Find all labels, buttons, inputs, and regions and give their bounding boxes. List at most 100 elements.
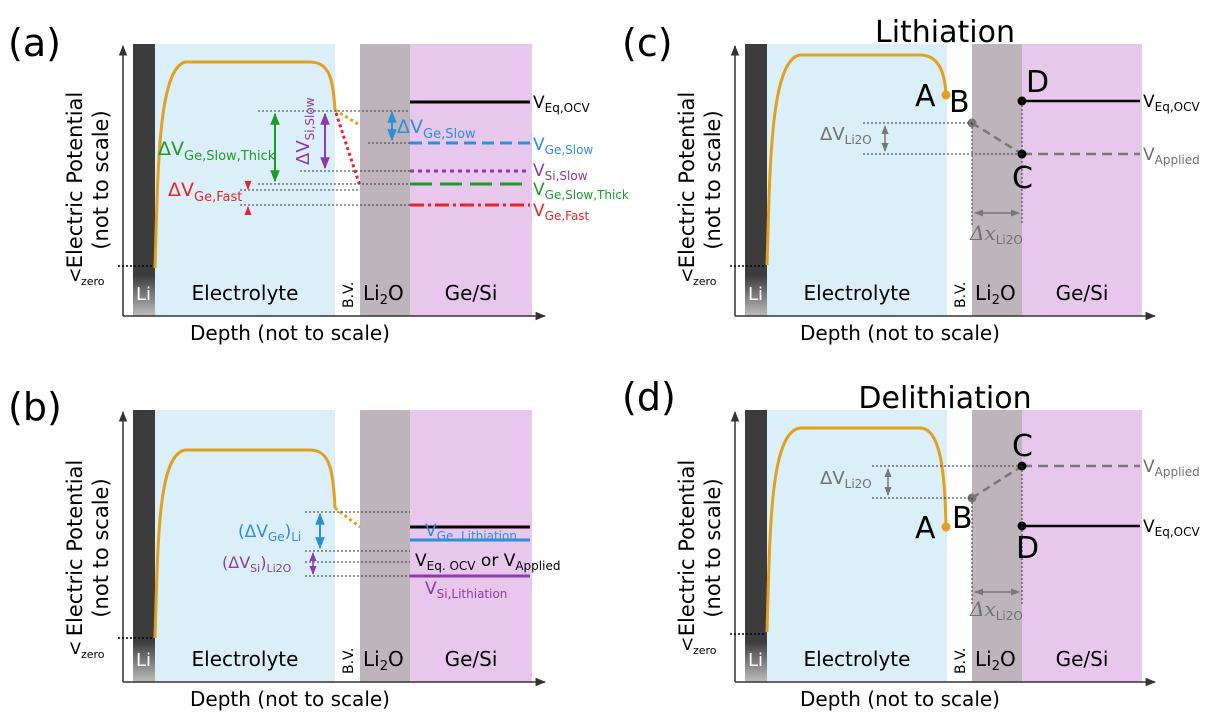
- panel-c-bv-label: B.V.: [953, 282, 969, 308]
- panel-a-eq-ocv-label: VEq,OCV: [533, 93, 590, 115]
- panel-b-li2o-region: [360, 410, 410, 682]
- panel-d-eq-label: VEq,OCV: [1143, 517, 1200, 539]
- panel-a-li-label: Li: [136, 284, 151, 305]
- panel-b-guide-lines: [305, 511, 410, 577]
- panel-c-point-a-marker: [941, 90, 951, 100]
- panel-a: (a) ΔVGe,Slow,Thick: [8, 21, 629, 345]
- panel-d-xlabel: Depth (not to scale): [800, 687, 1000, 711]
- panel-b: (b) (ΔVGe)Li (ΔVSi)Li2O VGe, Lithiation …: [8, 385, 560, 711]
- panel-c-li2o-drop: [971, 121, 1023, 156]
- panel-a-xlabel: Depth (not to scale): [190, 321, 390, 345]
- panel-d-li-region: [745, 410, 767, 682]
- panel-a-dv-ge-fast-label: ΔVGe,Fast: [168, 179, 242, 205]
- panel-a-bv-label: B.V.: [341, 282, 357, 308]
- panel-d-electrolyte-label: Electrolyte: [804, 647, 911, 671]
- panel-d-point-a-label: A: [915, 511, 936, 546]
- panel-a-bv-drop-slow: [334, 108, 359, 126]
- panel-a-ge-fast-label: VGe,Fast: [533, 201, 590, 223]
- panel-b-electrolyte-label: Electrolyte: [192, 647, 299, 671]
- panel-d-li2o-label: Li2O: [975, 647, 1016, 674]
- panel-a-electrolyte-label: Electrolyte: [192, 281, 299, 305]
- panel-c-electrolyte-region: [767, 44, 947, 316]
- panel-b-si-lith-label: VSi,Lithiation: [425, 579, 507, 601]
- panel-b-letter: (b): [8, 385, 62, 429]
- panel-a-li-region: [133, 44, 155, 316]
- panel-a-ylabel-2: (not to scale): [89, 110, 113, 249]
- panel-b-gesi-region: [410, 410, 532, 682]
- panel-a-ylabel-1: Electric Potential: [63, 92, 87, 269]
- panel-b-li2o-label: Li2O: [363, 647, 404, 674]
- panel-a-vzero-label: Vzero: [70, 266, 105, 288]
- panel-a-electrolyte-region: [155, 44, 335, 316]
- panel-c-li2o-label: Li2O: [975, 281, 1016, 308]
- panel-a-dv-si-slow-label: ΔVSi,Slow: [293, 97, 317, 165]
- panel-a-li2o-region: [360, 44, 410, 316]
- panel-a-li2o-label: Li2O: [363, 281, 404, 308]
- panel-b-electrolyte-region: [155, 410, 335, 682]
- panel-c-li2o-region: [972, 44, 1022, 316]
- panel-d-guide-lines: [872, 465, 1023, 604]
- panel-c-point-b-label: B: [949, 85, 970, 120]
- panel-a-gesi-region: [410, 44, 532, 316]
- panel-b-gesi-label: Ge/Si: [445, 647, 498, 671]
- panel-b-li-region: [133, 410, 155, 682]
- panel-c-gesi-label: Ge/Si: [1056, 281, 1109, 305]
- panel-b-ylabel-1: Electric Potential: [63, 460, 87, 637]
- panel-b-dv-si-label: (ΔVSi)Li2O: [222, 553, 292, 575]
- panel-d-letter: (d): [622, 375, 676, 419]
- panel-c-xlabel: Depth (not to scale): [800, 321, 1000, 345]
- panel-b-ylabel-2: (not to scale): [89, 478, 113, 617]
- panel-c: (c) Lithiation ΔVLi2O ΔxLi2O A B C D VEq: [622, 15, 1200, 345]
- panel-c-ylabel-1: Electric Potential: [675, 92, 699, 269]
- panel-a-gesi-label: Ge/Si: [445, 281, 498, 305]
- panel-b-xlabel: Depth (not to scale): [190, 687, 390, 711]
- panel-d-point-a-marker: [941, 522, 951, 532]
- panel-b-bv-drop: [334, 506, 361, 529]
- panel-a-guide-lines: [240, 110, 410, 206]
- panel-d-ylabel-2: (not to scale): [701, 478, 725, 617]
- panel-c-dv-label: ΔVLi2O: [820, 124, 872, 147]
- panel-b-ge-lith-label: VGe, Lithiation: [425, 521, 517, 543]
- panel-d-li-label: Li: [748, 650, 763, 671]
- panel-d-potential-curve: [765, 426, 948, 633]
- panel-c-electrolyte-label: Electrolyte: [804, 281, 911, 305]
- panel-b-dv-ge-label: (ΔVGe)Li: [238, 522, 301, 544]
- panel-d-ylabel-1: Electric Potential: [675, 460, 699, 637]
- panel-d-applied-label: VApplied: [1143, 457, 1200, 479]
- panel-d-dx-label: ΔxLi2O: [969, 597, 1023, 623]
- panel-d-point-c-label: C: [1012, 429, 1033, 464]
- panel-b-li-label: Li: [136, 650, 151, 671]
- panel-d-gesi-region: [1022, 410, 1142, 682]
- panel-d-dv-label: ΔVLi2O: [820, 468, 872, 491]
- panel-a-letter: (a): [8, 21, 61, 65]
- panel-c-point-d-label: D: [1026, 65, 1049, 100]
- panel-c-letter: (c): [622, 21, 673, 65]
- panel-c-ylabel-2: (not to scale): [701, 110, 725, 249]
- panel-a-bv-drop-fast: [334, 112, 362, 187]
- panel-d-vzero-label: Vzero: [682, 635, 717, 657]
- panel-c-potential-curve: [765, 53, 948, 266]
- panel-d-gesi-label: Ge/Si: [1056, 647, 1109, 671]
- panel-a-dv-ge-slow-thick-label: ΔVGe,Slow,Thick: [158, 138, 276, 164]
- panel-d-li2o-rise: [971, 464, 1023, 500]
- panel-c-eq-label: VEq,OCV: [1143, 92, 1200, 114]
- panel-a-ge-slow-thick-label: VGe,Slow,Thick: [533, 180, 629, 202]
- panel-b-vzero-label: Vzero: [70, 639, 105, 661]
- panel-c-guide-lines: [863, 101, 1023, 225]
- panel-d-point-b-label: B: [952, 501, 973, 536]
- panel-a-dv-ge-slow-label: ΔVGe,Slow: [397, 116, 476, 142]
- panel-d-electrolyte-region: [767, 410, 947, 682]
- panel-c-point-c-label: C: [1012, 161, 1033, 196]
- panel-d: (d) Delithiation ΔVLi2O ΔxLi2O A B C D V: [622, 375, 1200, 711]
- panel-c-dx-label: ΔxLi2O: [969, 221, 1023, 247]
- panel-a-ge-slow-label: VGe,Slow: [533, 135, 593, 157]
- panel-c-vzero-label: Vzero: [682, 266, 717, 288]
- panel-c-li-region: [745, 44, 767, 316]
- panel-b-potential-curve: [153, 448, 337, 639]
- panel-a-si-slow-label: VSi,Slow: [533, 161, 588, 183]
- panel-c-point-a-label: A: [915, 79, 936, 114]
- panel-d-bv-label: B.V.: [953, 648, 969, 674]
- panel-d-li2o-region: [972, 410, 1022, 682]
- panel-a-potential-curve: [153, 60, 337, 269]
